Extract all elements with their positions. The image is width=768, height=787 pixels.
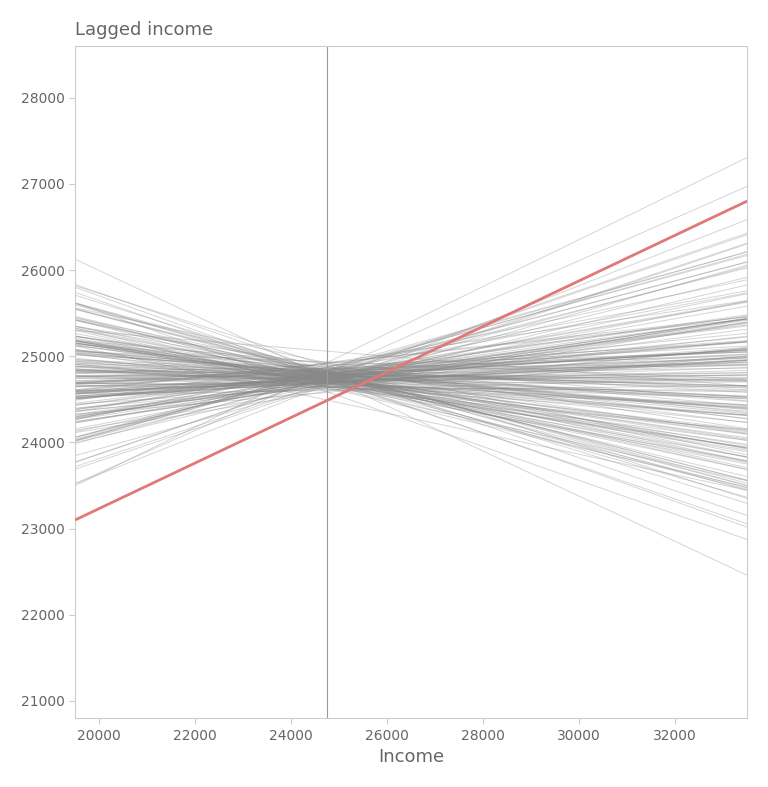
Text: Lagged income: Lagged income [75,20,214,39]
X-axis label: Income: Income [378,748,444,767]
